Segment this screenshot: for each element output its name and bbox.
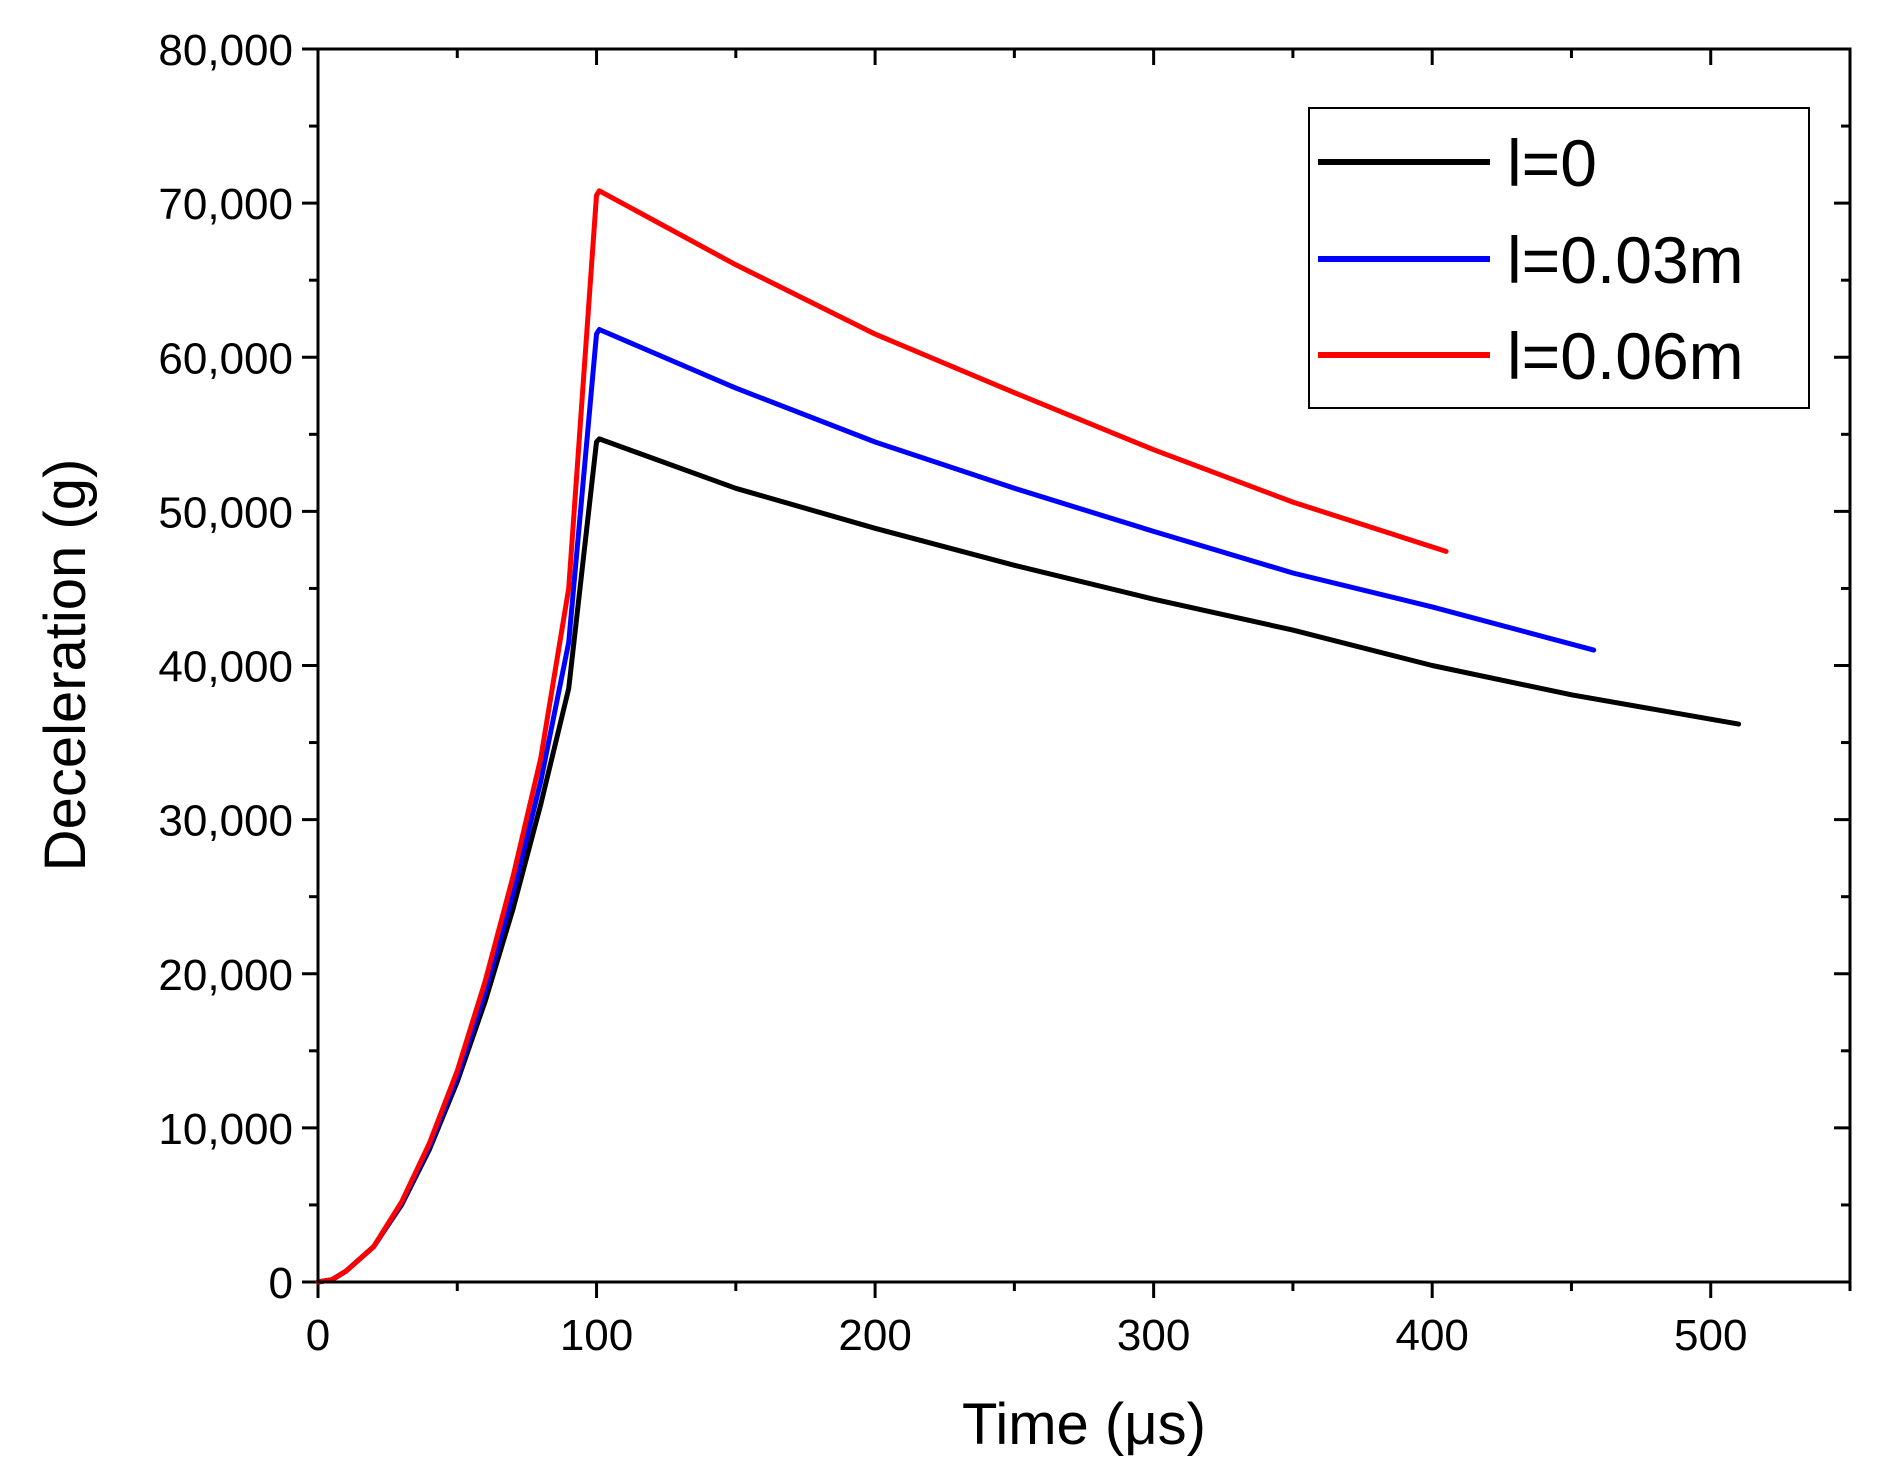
y-tick-label: 0 xyxy=(269,1259,293,1308)
x-tick-label: 200 xyxy=(838,1311,911,1360)
x-tick-label: 500 xyxy=(1674,1311,1747,1360)
plot-frame xyxy=(316,47,1852,1284)
x-axis-title: Time (μs) xyxy=(962,1392,1206,1457)
x-tick-label: 0 xyxy=(306,1311,330,1360)
y-tick-label: 20,000 xyxy=(158,951,293,1000)
series-layer xyxy=(315,188,1742,1285)
y-tick-label: 30,000 xyxy=(158,797,293,846)
legend: l=0 l=0.03m l=0.06m xyxy=(1308,107,1810,409)
x-tick-label: 400 xyxy=(1395,1311,1468,1360)
legend-label-l-0.03m: l=0.03m xyxy=(1507,223,1744,297)
y-tick-label: 70,000 xyxy=(158,180,293,229)
y-axis-title: Deceleration (g) xyxy=(33,459,98,872)
legend-label-l-0: l=0 xyxy=(1507,126,1597,200)
y-tick-label: 50,000 xyxy=(158,488,293,537)
x-tick-label: 100 xyxy=(560,1311,633,1360)
x-tick-label: 300 xyxy=(1117,1311,1190,1360)
y-tick-label: 80,000 xyxy=(158,26,293,75)
series-line-l=0.06m xyxy=(315,188,1449,1285)
tick-labels: 0 100 200 300 400 500 0 10,000 20,000 30,000 40,00… xyxy=(158,26,1747,1360)
y-tick-label: 10,000 xyxy=(158,1105,293,1154)
y-tick-label: 60,000 xyxy=(158,334,293,383)
legend-label-l-0.06m: l=0.06m xyxy=(1507,319,1744,393)
y-tick-label: 40,000 xyxy=(158,643,293,692)
